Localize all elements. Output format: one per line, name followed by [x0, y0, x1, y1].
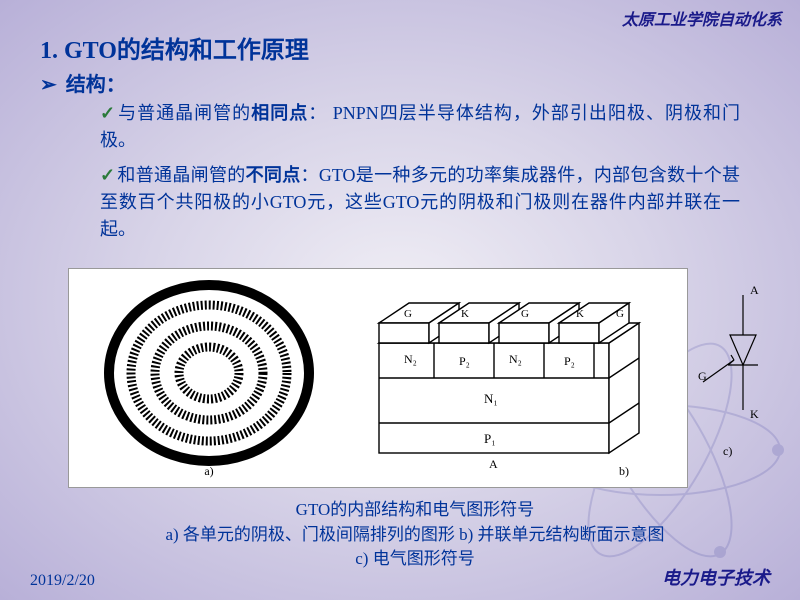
figure-b-label: b) [619, 464, 629, 479]
bullet-diff-points: 和普通晶闸管的不同点：GTO是一种多元的功率集成器件，内部包含数十个甚至数百个共… [100, 162, 740, 243]
caption-line1: GTO的内部结构和电气图形符号 [296, 500, 535, 519]
svg-text:K: K [576, 308, 584, 320]
caption-line3: c) 电气图形符号 [355, 549, 474, 568]
subtitle-text: 结构： [66, 74, 126, 96]
terminal-k: K [750, 407, 759, 421]
terminal-a: A [750, 283, 759, 297]
figure-caption: GTO的内部结构和电气图形符号 a) 各单元的阴极、门极间隔排列的图形 b) 并… [90, 498, 740, 572]
svg-text:A: A [489, 457, 498, 471]
svg-text:G: G [404, 308, 412, 320]
svg-text:P₂: P₂ [564, 354, 575, 368]
svg-text:P₁: P₁ [484, 431, 496, 446]
svg-text:K: K [461, 308, 469, 320]
page-title: 1. GTO的结构和工作原理 [40, 30, 309, 65]
bullet-same-points: 与普通晶闸管的相同点： PNPN四层半导体结构，外部引出阳极、阴极和门极。 [100, 100, 740, 154]
figure-b: G K G K G [349, 273, 649, 483]
figure-container: a) [68, 268, 688, 488]
footer-date: 2019/2/20 [30, 572, 95, 590]
footer-course: 电力电子技术 [662, 564, 770, 590]
terminal-g: G [698, 369, 707, 383]
subtitle: 结构： [40, 68, 126, 97]
svg-text:G: G [521, 308, 529, 320]
figure-c-label: c) [723, 444, 732, 458]
svg-text:N₂: N₂ [509, 352, 522, 366]
figure-a-label: a) [204, 464, 213, 479]
svg-text:P₂: P₂ [459, 354, 470, 368]
figure-a: a) [69, 273, 349, 483]
figure-c: A G K c) [698, 280, 768, 460]
svg-text:G: G [616, 308, 624, 320]
header-institute: 太原工业学院自动化系 [622, 6, 782, 30]
svg-text:N₂: N₂ [404, 352, 417, 366]
caption-line2: a) 各单元的阴极、门极间隔排列的图形 b) 并联单元结构断面示意图 [165, 525, 664, 544]
svg-text:N₁: N₁ [484, 391, 498, 406]
